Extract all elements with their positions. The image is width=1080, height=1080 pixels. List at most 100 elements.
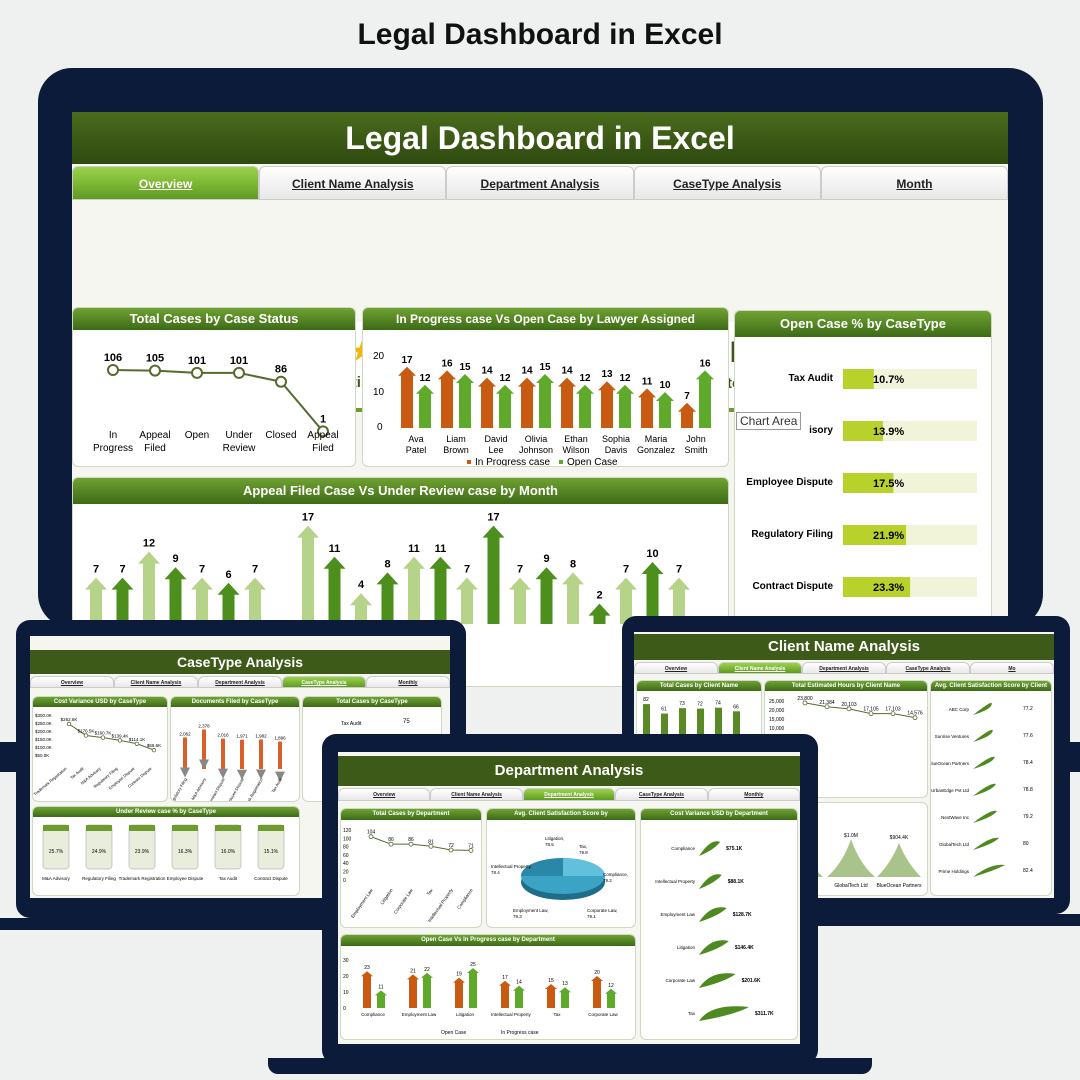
y-tick: 100 — [343, 836, 352, 842]
month-bar-arrow — [297, 525, 319, 538]
panel-title: In Progress case Vs Open Case by Lawyer … — [363, 308, 728, 330]
tab-left-1[interactable]: Client Name Analysis — [114, 676, 198, 688]
tab-right-1[interactable]: Client Name Analysis — [718, 662, 802, 674]
legend-swatch — [467, 460, 471, 464]
department-title: Department Analysis — [338, 756, 800, 786]
month-bar-arrow — [615, 577, 637, 590]
month-data-label: 8 — [570, 558, 576, 570]
sat-leaf — [973, 729, 993, 742]
ovp-arrow — [605, 988, 617, 994]
tab-left-2[interactable]: Department Analysis — [198, 676, 282, 688]
tab-center-2[interactable]: Department Analysis — [522, 788, 616, 801]
tab-right-4[interactable]: Mo — [970, 662, 1054, 674]
lawyer-data-label: 7 — [684, 391, 690, 402]
tab-right-3[interactable]: CaseType Analysis — [886, 662, 970, 674]
cases-by-department-chart[interactable]: 120 100 80 60 40 20 0 104 Employment Law 86 Litiga… — [341, 820, 482, 928]
sat-value: 78.4 — [1023, 760, 1033, 766]
sat-value: 77.6 — [1023, 733, 1033, 739]
tab-main-1[interactable]: Client Name Analysis — [259, 166, 447, 200]
tab-left-4[interactable]: Monthly — [366, 676, 450, 688]
ovp-label: 23 — [364, 965, 370, 971]
tab-right-0[interactable]: Overview — [634, 662, 718, 674]
lawyer-panel: In Progress case Vs Open Case by Lawyer … — [362, 307, 729, 467]
sat-leaf — [973, 864, 1006, 877]
month-bar-arrow — [244, 577, 266, 590]
dashboard-title: Legal Dashboard in Excel — [72, 112, 1008, 164]
ovp-bar — [455, 981, 463, 1008]
month-data-label: 17 — [302, 512, 314, 524]
month-data-label: 7 — [517, 564, 523, 576]
lawyer-tick-label: Olivia — [525, 434, 548, 444]
doc-label: 2,016 — [217, 733, 229, 738]
month-bar-arrow — [217, 582, 240, 595]
ur-tick: Regulatory Filing — [82, 876, 116, 881]
lawyer-tick-label: Brown — [443, 445, 469, 455]
tab-left-3[interactable]: CaseType Analysis — [282, 676, 366, 688]
sat-value: 78.8 — [1023, 787, 1033, 793]
dept-label: 104 — [367, 830, 376, 836]
lawyer-bar-arrow — [478, 377, 496, 387]
status-tick-label: In — [109, 430, 117, 441]
open-case-casetype-chart[interactable]: Tax Audit 10.7% isory 13.9% Employee Dispute… — [735, 337, 992, 687]
panel-title: Documents Filed by CaseType — [171, 697, 299, 707]
doc-bar — [221, 738, 225, 769]
tab-main-3[interactable]: CaseType Analysis — [633, 166, 821, 200]
ovp-bar — [501, 984, 509, 1008]
center-tabs: Overview Client Name Analysis Department A… — [338, 788, 800, 801]
doc-tick: Regulatory Filing — [171, 777, 188, 802]
documents-filed-chart[interactable]: 2,062 Regulatory Filing 2,378 M&A Advisory 2… — [171, 707, 300, 802]
lawyer-tick-label: David — [484, 434, 507, 444]
ur-cap — [129, 825, 155, 831]
month-bar — [328, 566, 341, 624]
ur-label: 25.7% — [49, 849, 64, 855]
satisfaction-pie[interactable]: Litigation,78.5 Tax,79.8 Intellectual Prop… — [487, 820, 636, 928]
ovp-label: 15 — [548, 978, 554, 984]
cv-point — [100, 735, 106, 740]
tab-center-0[interactable]: Overview — [338, 788, 431, 801]
tab-center-4[interactable]: Monthly — [707, 788, 800, 801]
pie-slice — [521, 858, 563, 876]
cvd-value: $201.6K — [742, 978, 761, 984]
tab-right-2[interactable]: Department Analysis — [802, 662, 886, 674]
tab-left-0[interactable]: Overview — [30, 676, 114, 688]
cost-variance-department-chart[interactable]: Compliance $75.1K Intellectual Property $88… — [641, 820, 798, 1040]
lawyer-tick-label: Ethan — [564, 434, 588, 444]
cost-variance-casetype-chart[interactable]: $300.0K $250.0K $200.0K $150.0K $100.0K $50.0… — [33, 707, 168, 802]
satisfaction-by-client-chart[interactable]: ABC Corp 77.2 Sunrise Ventures 77.6 BlueOcea… — [931, 691, 1052, 896]
tab-main-0[interactable]: Overview — [72, 166, 260, 200]
month-bar — [355, 603, 367, 624]
lawyer-tick-label: Gonzalez — [637, 445, 676, 455]
month-data-label: 11 — [329, 543, 341, 555]
right-side-bar — [1062, 742, 1080, 772]
ur-tick: Contract Dispute — [254, 876, 288, 881]
tab-main-2[interactable]: Department Analysis — [446, 166, 634, 200]
pie-label: 79.3 — [513, 914, 522, 919]
open-vs-progress-department-chart[interactable]: 30 20 10 0 23 11 Compliance 21 22 Employment Law 1… — [341, 946, 636, 1040]
ur-label: 23.9% — [135, 849, 150, 855]
lawyer-data-label: 15 — [539, 362, 551, 373]
lawyer-bar-arrow — [496, 384, 514, 394]
lawyer-data-label: 13 — [601, 369, 613, 380]
casetype-value: 17.5% — [873, 478, 904, 490]
ovp-label: 22 — [424, 967, 430, 973]
pie-label: 79.8 — [579, 850, 588, 855]
casetype-label: Regulatory Filing — [751, 529, 833, 540]
ur-cap — [172, 825, 198, 831]
month-data-label: 7 — [93, 564, 99, 576]
tab-main-4[interactable]: Month — [820, 166, 1008, 200]
cases-by-client-chart[interactable]: 82 61 73 72 74 66 — [637, 691, 762, 750]
pie-label: Employment Law, — [513, 908, 549, 913]
doc-tick: Tax Audit — [270, 776, 283, 793]
ovp-bar — [607, 992, 615, 1008]
y-tick: $200.0K — [35, 729, 52, 734]
status-data-label: 105 — [146, 353, 164, 365]
under-review-chart[interactable]: 25.7% M&A Advisory 24.9% Regulatory Filing 2… — [33, 817, 300, 896]
case-status-chart[interactable]: 106 In Progress 105 Appeal Filed 101 Open 101 Und… — [73, 330, 356, 467]
month-chart[interactable]: 7 7 12 9 7 6 7 17 11 4 8 11 11 7 17 7 9 8 2 7 10 7 — [73, 504, 729, 687]
tab-center-3[interactable]: CaseType Analysis — [615, 788, 708, 801]
month-bar — [461, 587, 473, 624]
casetype-value: 10.7% — [873, 374, 904, 386]
pie-label: Tax, — [579, 844, 587, 849]
tab-center-1[interactable]: Client Name Analysis — [430, 788, 523, 801]
